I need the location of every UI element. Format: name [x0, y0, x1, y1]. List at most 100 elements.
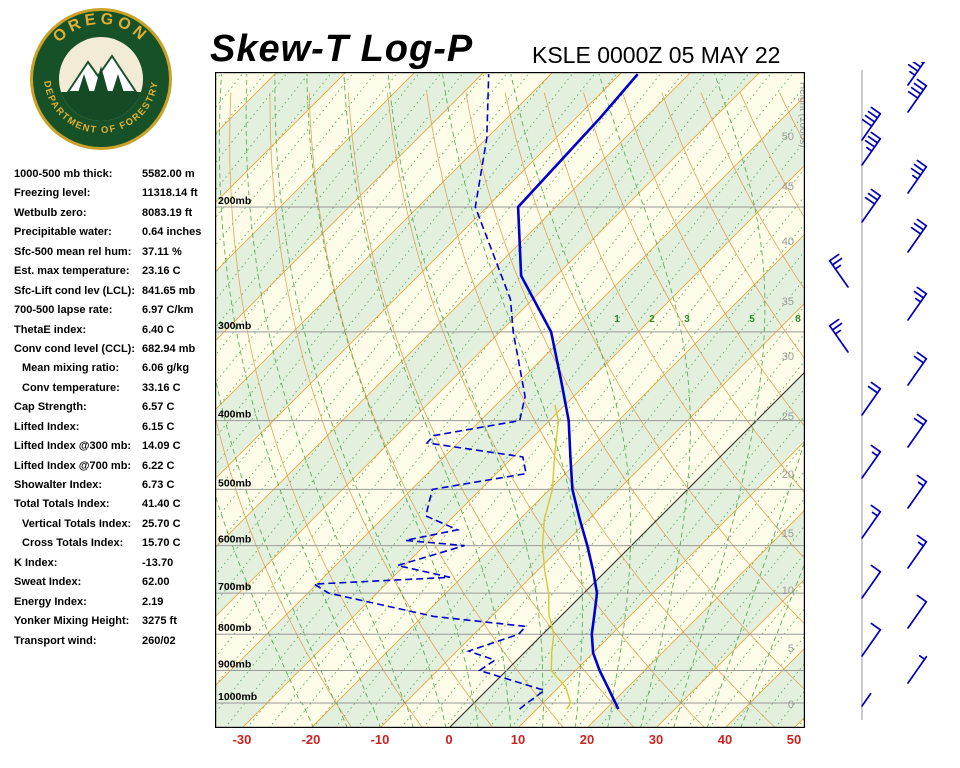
height-tick-label: 15	[782, 528, 794, 540]
index-label: Lifted Index @300 mb:	[14, 440, 132, 453]
index-label: Yonker Mixing Height:	[14, 615, 130, 628]
wind-barb	[907, 90, 919, 99]
index-row: Yonker Mixing Height: 3275 ft	[14, 615, 224, 634]
wind-barb	[861, 692, 872, 707]
mixing-ratio-label: 8	[795, 314, 801, 325]
index-label: K Index:	[14, 556, 58, 569]
wind-barb	[916, 534, 928, 543]
height-tick-label: 50	[782, 131, 794, 143]
index-value: 6.73 C	[142, 479, 175, 491]
index-value: 2.19	[142, 595, 164, 608]
height-tick-label: 5	[788, 643, 794, 655]
index-label: Sfc-Lift cond lev (LCL):	[14, 284, 135, 297]
logo-tree-center	[92, 66, 110, 99]
wind-barb	[870, 381, 882, 390]
index-value: 25.70 C	[142, 517, 181, 530]
index-label: Sfc-500 mean rel hum:	[14, 245, 132, 258]
index-row: Conv cond level (CCL): 682.94 mb	[14, 343, 224, 362]
index-label: 700-500 lapse rate:	[14, 304, 113, 317]
height-tick-label: 20	[782, 469, 794, 481]
wind-barb	[861, 628, 882, 657]
logo-tree-right	[111, 74, 125, 96]
index-label: Lifted Index @700 mb:	[14, 459, 132, 472]
index-value: 23.16 C	[142, 265, 181, 278]
height-tick-label: 10	[782, 585, 794, 597]
wind-barb	[870, 444, 882, 453]
mixing-ratio-label: 2	[649, 314, 655, 325]
pressure-label: 1000mb	[218, 691, 257, 703]
index-row: Showalter Index: 6.73 C	[14, 479, 224, 498]
mixing-ratio-label: 5	[749, 314, 755, 325]
wind-barb	[913, 163, 925, 172]
wind-barb	[916, 474, 928, 483]
wind-barb	[917, 481, 925, 487]
index-row: Cross Totals Index: 15.70 C	[14, 537, 224, 556]
wind-barb	[916, 78, 928, 87]
dewpoint-curve	[311, 74, 547, 710]
index-row: 700-500 lapse rate: 6.97 C/km	[14, 304, 224, 323]
wind-barb	[828, 318, 840, 327]
index-label: Precipitable water:	[14, 226, 112, 239]
index-row: Sfc-500 mean rel hum: 37.11 %	[14, 246, 224, 265]
temp-tick-label: 0	[445, 732, 453, 747]
chart-border	[215, 72, 805, 728]
wind-barb	[864, 196, 876, 205]
odf-logo-graphic: OREGON DEPARTMENT OF FORESTRY	[30, 8, 172, 150]
index-label: Cross Totals Index:	[22, 537, 124, 550]
index-label: Total Totals Index:	[14, 498, 110, 511]
wind-barb-column	[805, 51, 960, 730]
index-label: Lifted Index:	[14, 420, 80, 433]
pressure-label: 200mb	[218, 195, 251, 207]
wind-barb	[910, 86, 922, 95]
wind-barb	[910, 59, 922, 68]
station-datetime: KSLE 0000Z 05 MAY 22	[532, 42, 781, 68]
index-value: 11318.14 ft	[142, 187, 198, 200]
wind-barb	[870, 188, 882, 197]
temp-tick-label: 10	[510, 732, 526, 747]
moist-adiabat-lines	[215, 74, 805, 728]
wind-barb	[870, 131, 882, 140]
height-axis-label: Height (1000s)	[797, 82, 805, 148]
index-label: ThetaE index:	[14, 323, 87, 336]
pressure-label: 300mb	[218, 320, 251, 332]
wind-barb	[865, 146, 873, 152]
wind-barb	[916, 413, 928, 422]
wind-barb	[913, 82, 925, 91]
index-label: Freezing level:	[14, 187, 91, 200]
index-label: Wetbulb zero:	[14, 206, 87, 219]
index-value: 6.97 C/km	[142, 304, 194, 317]
wind-barb	[871, 451, 879, 457]
wind-barb	[864, 139, 876, 148]
index-label: Cap Strength:	[14, 401, 87, 414]
pressure-label: 900mb	[218, 659, 251, 671]
index-row: ThetaE index: 6.40 C	[14, 324, 224, 343]
index-value: 6.40 C	[142, 323, 175, 336]
wind-barb	[916, 286, 928, 295]
index-value: 682.94 mb	[142, 342, 196, 355]
index-row: Precipitable water: 0.64 inches	[14, 226, 224, 245]
wind-barb	[916, 218, 928, 227]
index-row: Vertical Totals Index: 25.70 C	[14, 518, 224, 537]
wind-barb	[831, 257, 843, 266]
pressure-label: 800mb	[218, 622, 251, 634]
wind-barb-plot	[828, 51, 928, 720]
temp-tick-label: -10	[370, 732, 390, 747]
pressure-label: 700mb	[218, 581, 251, 593]
index-value: 8083.19 ft	[142, 206, 193, 219]
height-tick-label: 40	[782, 236, 794, 248]
wind-barb	[834, 264, 842, 270]
index-label: 1000-500 mb thick:	[14, 168, 113, 180]
index-value: 37.11 %	[142, 245, 182, 258]
wind-barb	[911, 174, 919, 180]
wind-barb	[910, 226, 922, 235]
wind-barb	[870, 564, 882, 573]
index-row: 1000-500 mb thick: 5582.00 m	[14, 168, 224, 187]
wind-barb	[907, 655, 928, 684]
wind-barb	[870, 622, 882, 631]
index-row: Lifted Index @700 mb: 6.22 C	[14, 460, 224, 479]
indices-panel: 1000-500 mb thick: 5582.00 m Freezing leve…	[14, 168, 224, 654]
wind-barb	[907, 600, 928, 629]
pressure-label: 600mb	[218, 534, 251, 546]
isotherm-lines	[215, 72, 805, 728]
mixing-ratio-label: 1	[614, 314, 620, 325]
